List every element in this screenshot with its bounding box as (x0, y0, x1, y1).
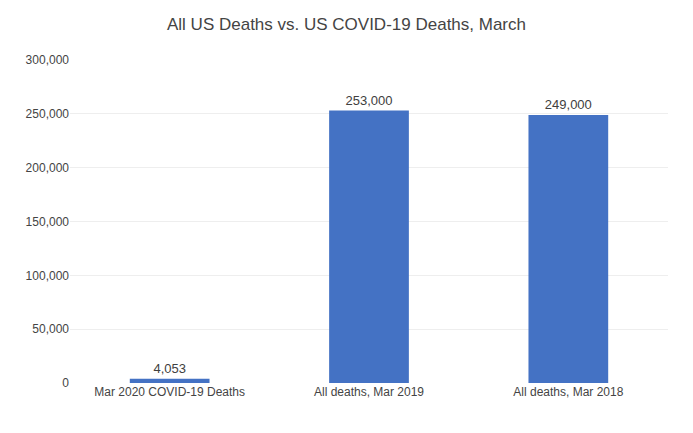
svg-text:All US Deaths vs. US COVID-19: All US Deaths vs. US COVID-19 Deaths, Ma… (167, 15, 526, 34)
svg-text:249,000: 249,000 (545, 97, 592, 112)
svg-text:Mar 2020 COVID-19 Deaths: Mar 2020 COVID-19 Deaths (94, 385, 245, 399)
svg-text:4,053: 4,053 (153, 361, 186, 376)
svg-text:200,000: 200,000 (26, 161, 70, 175)
svg-text:100,000: 100,000 (26, 269, 70, 283)
svg-text:0: 0 (62, 376, 69, 390)
svg-text:50,000: 50,000 (32, 322, 69, 336)
svg-text:All deaths, Mar 2018: All deaths, Mar 2018 (513, 385, 623, 399)
svg-text:250,000: 250,000 (26, 107, 70, 121)
svg-text:253,000: 253,000 (346, 93, 393, 108)
svg-text:150,000: 150,000 (26, 215, 70, 229)
svg-text:300,000: 300,000 (26, 53, 70, 67)
svg-text:All deaths, Mar 2019: All deaths, Mar 2019 (314, 385, 424, 399)
